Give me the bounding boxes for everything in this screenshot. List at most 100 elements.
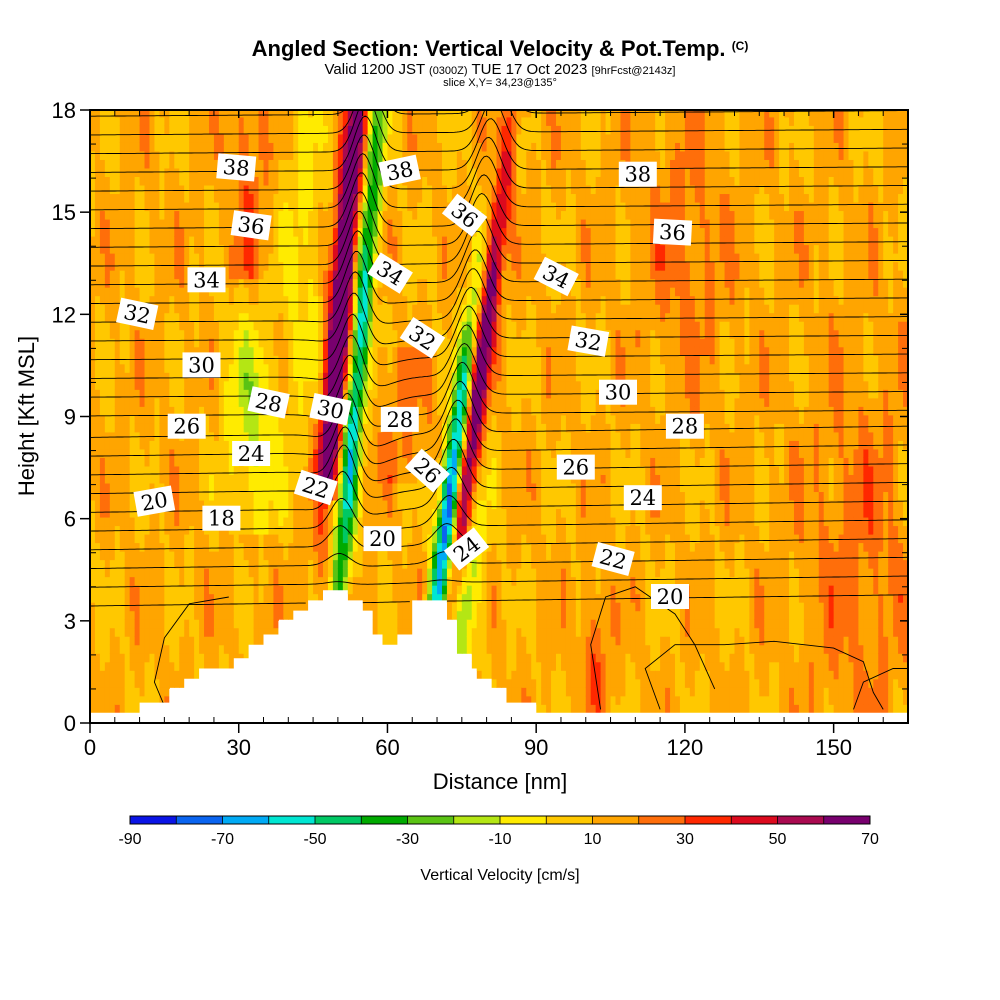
field-cell xyxy=(268,559,275,569)
field-cell xyxy=(109,585,116,595)
field-cell xyxy=(456,355,463,365)
field-cell xyxy=(362,346,369,356)
field-cell xyxy=(303,110,309,118)
field-cell xyxy=(422,142,428,152)
field-cell xyxy=(99,142,106,152)
field-cell xyxy=(174,585,180,595)
field-cell xyxy=(288,261,294,271)
field-cell xyxy=(208,380,215,390)
field-cell xyxy=(149,355,156,365)
field-cell xyxy=(446,363,453,373)
field-cell xyxy=(347,287,354,297)
field-cell xyxy=(104,448,111,458)
field-cell xyxy=(238,270,245,280)
field-cell xyxy=(109,363,116,373)
field-cell xyxy=(258,304,265,314)
field-cell xyxy=(114,678,121,688)
field-cell xyxy=(268,244,275,254)
field-cell xyxy=(263,499,270,510)
field-cell xyxy=(347,270,354,280)
field-cell xyxy=(367,585,374,595)
field-cell xyxy=(263,380,270,390)
field-cell xyxy=(233,482,240,493)
field-cell xyxy=(243,295,250,305)
field-cell xyxy=(347,201,354,212)
field-cell xyxy=(392,482,398,493)
field-cell xyxy=(283,533,289,544)
field-cell xyxy=(228,142,235,152)
field-cell xyxy=(461,227,468,237)
field-cell xyxy=(268,551,275,561)
field-cell xyxy=(99,150,106,160)
field-cell xyxy=(446,482,453,493)
field-cell xyxy=(432,389,438,399)
field-cell xyxy=(253,465,260,475)
field-cell xyxy=(94,270,101,280)
field-cell xyxy=(104,644,111,654)
field-cell xyxy=(308,380,314,390)
field-cell xyxy=(308,346,314,356)
field-cell xyxy=(139,474,146,484)
field-cell xyxy=(169,110,175,118)
field-cell xyxy=(456,610,463,620)
field-cell xyxy=(94,338,101,348)
field-cell xyxy=(288,576,294,586)
field-cell xyxy=(109,372,116,382)
field-cell xyxy=(174,627,180,637)
field-cell xyxy=(263,559,270,569)
field-cell xyxy=(199,551,205,561)
field-cell xyxy=(139,406,146,416)
field-cell xyxy=(308,261,314,271)
field-cell xyxy=(471,278,478,288)
field-cell xyxy=(273,440,279,450)
field-cell xyxy=(357,287,364,297)
field-cell xyxy=(298,142,304,152)
field-cell xyxy=(268,474,275,484)
field-cell xyxy=(471,627,478,637)
field-cell xyxy=(327,457,334,467)
field-cell xyxy=(427,312,433,322)
field-cell xyxy=(94,423,101,433)
field-cell xyxy=(278,346,284,356)
field-cell xyxy=(377,193,384,203)
field-cell xyxy=(402,287,408,297)
field-cell xyxy=(189,636,195,646)
field-cell xyxy=(352,397,359,407)
field-cell xyxy=(94,619,101,629)
field-cell xyxy=(228,593,235,603)
field-cell xyxy=(174,312,180,322)
field-cell xyxy=(397,218,403,229)
field-cell xyxy=(144,482,151,493)
field-cell xyxy=(283,159,289,169)
field-cell xyxy=(318,227,324,237)
field-cell xyxy=(90,184,96,195)
field-cell xyxy=(362,457,369,467)
field-cell xyxy=(218,551,225,561)
field-cell xyxy=(437,491,443,501)
field-cell xyxy=(288,491,294,501)
field-cell xyxy=(184,338,190,348)
field-cell xyxy=(149,110,156,118)
field-cell xyxy=(174,559,180,569)
field-cell xyxy=(273,133,279,143)
field-cell xyxy=(159,636,165,646)
field-cell xyxy=(407,363,413,373)
field-cell xyxy=(323,423,329,433)
field-cell xyxy=(169,210,175,220)
field-cell xyxy=(164,619,170,629)
field-cell xyxy=(352,150,359,160)
field-cell xyxy=(412,355,418,365)
field-cell xyxy=(347,551,354,561)
field-cell xyxy=(466,184,473,195)
field-cell xyxy=(303,576,309,586)
field-cell xyxy=(392,150,398,160)
field-cell xyxy=(318,150,324,160)
field-cell xyxy=(99,329,106,339)
field-cell xyxy=(352,465,359,475)
field-cell xyxy=(174,159,180,169)
field-cell xyxy=(124,423,131,433)
field-cell xyxy=(367,133,374,143)
field-cell xyxy=(372,482,379,493)
field-cell xyxy=(204,414,210,424)
field-cell xyxy=(218,355,225,365)
